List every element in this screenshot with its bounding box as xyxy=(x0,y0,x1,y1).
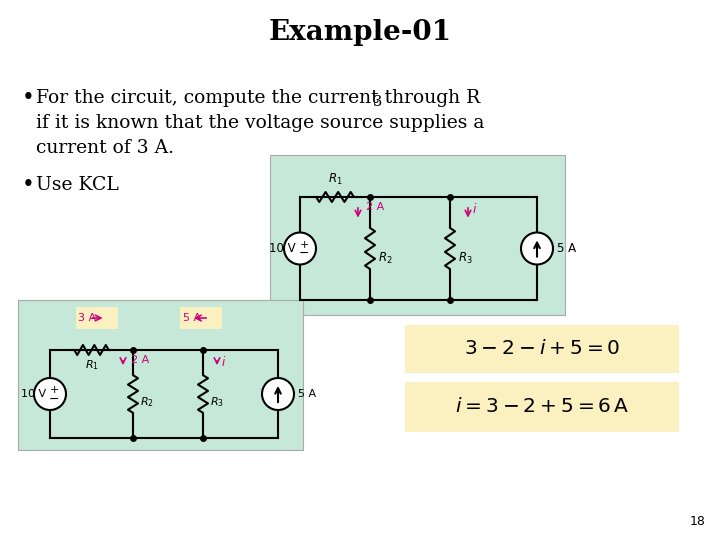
FancyBboxPatch shape xyxy=(405,325,679,373)
FancyBboxPatch shape xyxy=(180,307,222,329)
Circle shape xyxy=(34,378,66,410)
Text: 5 A: 5 A xyxy=(183,313,201,323)
Text: $R_1$: $R_1$ xyxy=(84,358,99,372)
Text: Example-01: Example-01 xyxy=(269,18,451,45)
Text: 3 A: 3 A xyxy=(78,313,96,323)
Text: $i=3-2+5=6\,\mathrm{A}$: $i=3-2+5=6\,\mathrm{A}$ xyxy=(455,397,629,416)
Text: 5 A: 5 A xyxy=(557,242,576,255)
Text: For the circuit, compute the current through R: For the circuit, compute the current thr… xyxy=(36,89,480,107)
Text: $3-2-i+5=0$: $3-2-i+5=0$ xyxy=(464,340,620,359)
Text: 2 A: 2 A xyxy=(366,202,384,212)
FancyBboxPatch shape xyxy=(405,382,679,432)
Text: 10 V: 10 V xyxy=(269,242,296,255)
Text: $R_2$: $R_2$ xyxy=(378,251,392,266)
Text: current of 3 A.: current of 3 A. xyxy=(36,139,174,157)
Text: •: • xyxy=(22,87,35,109)
Text: 18: 18 xyxy=(690,515,706,528)
Text: −: − xyxy=(299,247,310,260)
Text: 3: 3 xyxy=(373,95,382,109)
Circle shape xyxy=(284,233,316,265)
Text: $R_1$: $R_1$ xyxy=(328,172,342,187)
Text: 2 A: 2 A xyxy=(131,355,149,365)
Text: −: − xyxy=(49,393,59,406)
Text: if it is known that the voltage source supplies a: if it is known that the voltage source s… xyxy=(36,114,485,132)
Text: $R_3$: $R_3$ xyxy=(458,251,473,266)
FancyBboxPatch shape xyxy=(76,307,117,329)
Text: $i$: $i$ xyxy=(221,355,226,369)
Circle shape xyxy=(521,233,553,265)
Text: $R_2$: $R_2$ xyxy=(140,395,154,409)
Text: +: + xyxy=(49,385,59,395)
Text: Use KCL: Use KCL xyxy=(36,176,119,194)
Text: •: • xyxy=(22,174,35,196)
Text: 10 V: 10 V xyxy=(21,389,46,399)
Text: $i$: $i$ xyxy=(472,202,477,216)
Text: +: + xyxy=(300,240,309,249)
Text: 5 A: 5 A xyxy=(298,389,316,399)
Text: $R_3$: $R_3$ xyxy=(210,395,224,409)
Circle shape xyxy=(262,378,294,410)
FancyBboxPatch shape xyxy=(270,155,565,315)
FancyBboxPatch shape xyxy=(18,300,303,450)
